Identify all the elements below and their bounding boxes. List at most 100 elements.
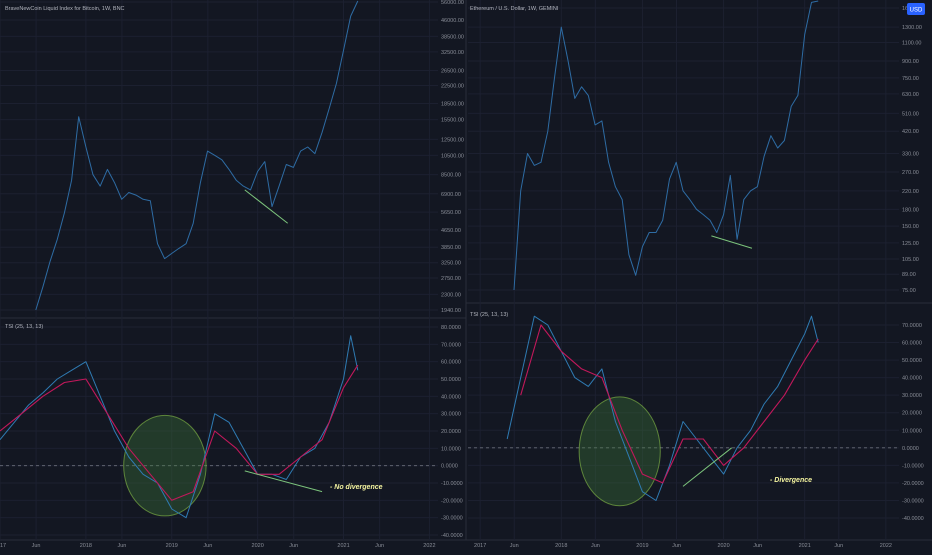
y-tick-label: 30.0000 bbox=[441, 412, 461, 418]
eth-price-trendline bbox=[711, 235, 753, 249]
btc-highlight-ellipse bbox=[123, 414, 207, 517]
y-tick-label: 220.00 bbox=[902, 189, 919, 195]
x-tick-label: 2018 bbox=[80, 543, 92, 549]
eth-annotation: - Divergence bbox=[770, 477, 812, 484]
y-tick-label: 60.0000 bbox=[902, 341, 922, 347]
y-tick-label: 75.00 bbox=[902, 288, 916, 294]
y-tick-label: 30.0000 bbox=[902, 393, 922, 399]
y-tick-label: 26500.00 bbox=[441, 69, 464, 75]
y-tick-label: 50.0000 bbox=[902, 358, 922, 364]
x-tick-label: 2019 bbox=[636, 543, 648, 549]
btc-price-trendline bbox=[244, 189, 289, 224]
y-tick-label: 10.0000 bbox=[441, 446, 461, 452]
y-tick-label: 18500.00 bbox=[441, 101, 464, 107]
x-tick-label: Jun bbox=[672, 543, 681, 549]
y-tick-label: 38500.00 bbox=[441, 34, 464, 40]
y-tick-label: -40.0000 bbox=[441, 533, 463, 539]
y-tick-label: 510.00 bbox=[902, 111, 919, 117]
y-tick-label: -20.0000 bbox=[902, 481, 924, 487]
y-tick-label: 20.0000 bbox=[902, 411, 922, 417]
y-tick-label: 20.0000 bbox=[441, 429, 461, 435]
x-tick-label: Jun bbox=[32, 543, 41, 549]
y-tick-label: 80.0000 bbox=[441, 325, 461, 331]
y-tick-label: 10500.00 bbox=[441, 153, 464, 159]
btc-price-line bbox=[35, 0, 359, 311]
btc-tsi-line bbox=[0, 335, 359, 519]
y-tick-label: 330.00 bbox=[902, 151, 919, 157]
y-tick-label: 630.00 bbox=[902, 92, 919, 98]
x-tick-label: Jun bbox=[118, 543, 127, 549]
y-tick-label: 8500.00 bbox=[441, 173, 461, 179]
x-tick-label: 2017 bbox=[0, 543, 6, 549]
eth-price-title: Ethereum / U.S. Dollar, 1W, GEMINI bbox=[470, 6, 559, 12]
y-tick-label: 3850.00 bbox=[441, 245, 461, 251]
y-tick-label: 105.00 bbox=[902, 257, 919, 263]
grid-layer bbox=[0, 0, 932, 541]
btc-annotation: - No divergence bbox=[330, 484, 383, 491]
y-tick-label: 89.00 bbox=[902, 272, 916, 278]
y-tick-label: -30.0000 bbox=[441, 516, 463, 522]
x-tick-label: Jun bbox=[203, 543, 212, 549]
y-tick-label: 50.0000 bbox=[441, 377, 461, 383]
y-tick-label: -20.0000 bbox=[441, 498, 463, 504]
x-tick-label: Jun bbox=[510, 543, 519, 549]
y-tick-label: 420.00 bbox=[902, 129, 919, 135]
x-tick-label: Jun bbox=[591, 543, 600, 549]
y-tick-label: 40.0000 bbox=[441, 394, 461, 400]
y-tick-label: 1100.00 bbox=[902, 41, 921, 47]
y-tick-label: 0.0000 bbox=[902, 446, 919, 452]
eth-tsi-title: TSI (25, 13, 13) bbox=[470, 312, 508, 318]
btc-tsi-title: TSI (25, 13, 13) bbox=[5, 324, 43, 330]
y-tick-label: 0.0000 bbox=[441, 464, 458, 470]
y-tick-label: 2300.00 bbox=[441, 292, 461, 298]
y-tick-label: 1300.00 bbox=[902, 25, 922, 31]
y-tick-label: 70.0000 bbox=[902, 323, 922, 329]
x-tick-label: 2022 bbox=[880, 543, 892, 549]
y-tick-label: 32500.00 bbox=[441, 50, 464, 56]
currency-badge-bg bbox=[907, 3, 925, 15]
y-tick-label: 15500.00 bbox=[441, 118, 464, 124]
x-tick-label: Jun bbox=[375, 543, 384, 549]
x-tick-label: 2020 bbox=[252, 543, 264, 549]
y-tick-label: 3250.00 bbox=[441, 261, 461, 267]
y-tick-label: 5650.00 bbox=[441, 210, 461, 216]
currency-badge[interactable]: USD bbox=[907, 3, 925, 15]
btc-price-title: BraveNewCoin Liquid Index for Bitcoin, 1… bbox=[5, 6, 125, 12]
y-tick-label: 150.00 bbox=[902, 224, 919, 230]
y-tick-label: 1940.00 bbox=[441, 308, 461, 314]
eth-price-line bbox=[513, 0, 819, 291]
overlay-back bbox=[0, 396, 899, 517]
y-tick-label: -40.0000 bbox=[902, 516, 924, 522]
x-tick-label: Jun bbox=[834, 543, 843, 549]
y-tick-label: -10.0000 bbox=[441, 481, 463, 487]
y-tick-label: 40.0000 bbox=[902, 376, 922, 382]
x-tick-label: 2022 bbox=[423, 543, 435, 549]
y-tick-label: 22500.00 bbox=[441, 84, 464, 90]
y-tick-label: 270.00 bbox=[902, 170, 919, 176]
y-tick-label: 900.00 bbox=[902, 59, 919, 65]
y-tick-label: 70.0000 bbox=[441, 342, 461, 348]
y-tick-label: 46000.00 bbox=[441, 18, 464, 24]
eth-signal-line bbox=[520, 324, 819, 484]
btc-tsi-trendline bbox=[244, 470, 323, 493]
eth-highlight-ellipse bbox=[578, 396, 661, 507]
x-tick-label: 2018 bbox=[555, 543, 567, 549]
overlay-front bbox=[244, 189, 753, 493]
x-tick-label: Jun bbox=[753, 543, 762, 549]
y-tick-label: 125.00 bbox=[902, 241, 919, 247]
eth-tsi-trendline bbox=[682, 447, 732, 487]
x-tick-label: Jun bbox=[289, 543, 298, 549]
series-layer bbox=[0, 0, 819, 519]
x-tick-label: 2017 bbox=[474, 543, 486, 549]
y-tick-label: 2750.00 bbox=[441, 276, 461, 282]
y-tick-label: 60.0000 bbox=[441, 360, 461, 366]
y-tick-label: 750.00 bbox=[902, 76, 919, 82]
currency-badge-label: USD bbox=[910, 8, 923, 14]
y-tick-label: 12500.00 bbox=[441, 137, 464, 143]
y-tick-label: 4650.00 bbox=[441, 228, 461, 234]
y-tick-label: 6900.00 bbox=[441, 192, 461, 198]
y-tick-label: -30.0000 bbox=[902, 498, 924, 504]
y-tick-label: 180.00 bbox=[902, 207, 919, 213]
